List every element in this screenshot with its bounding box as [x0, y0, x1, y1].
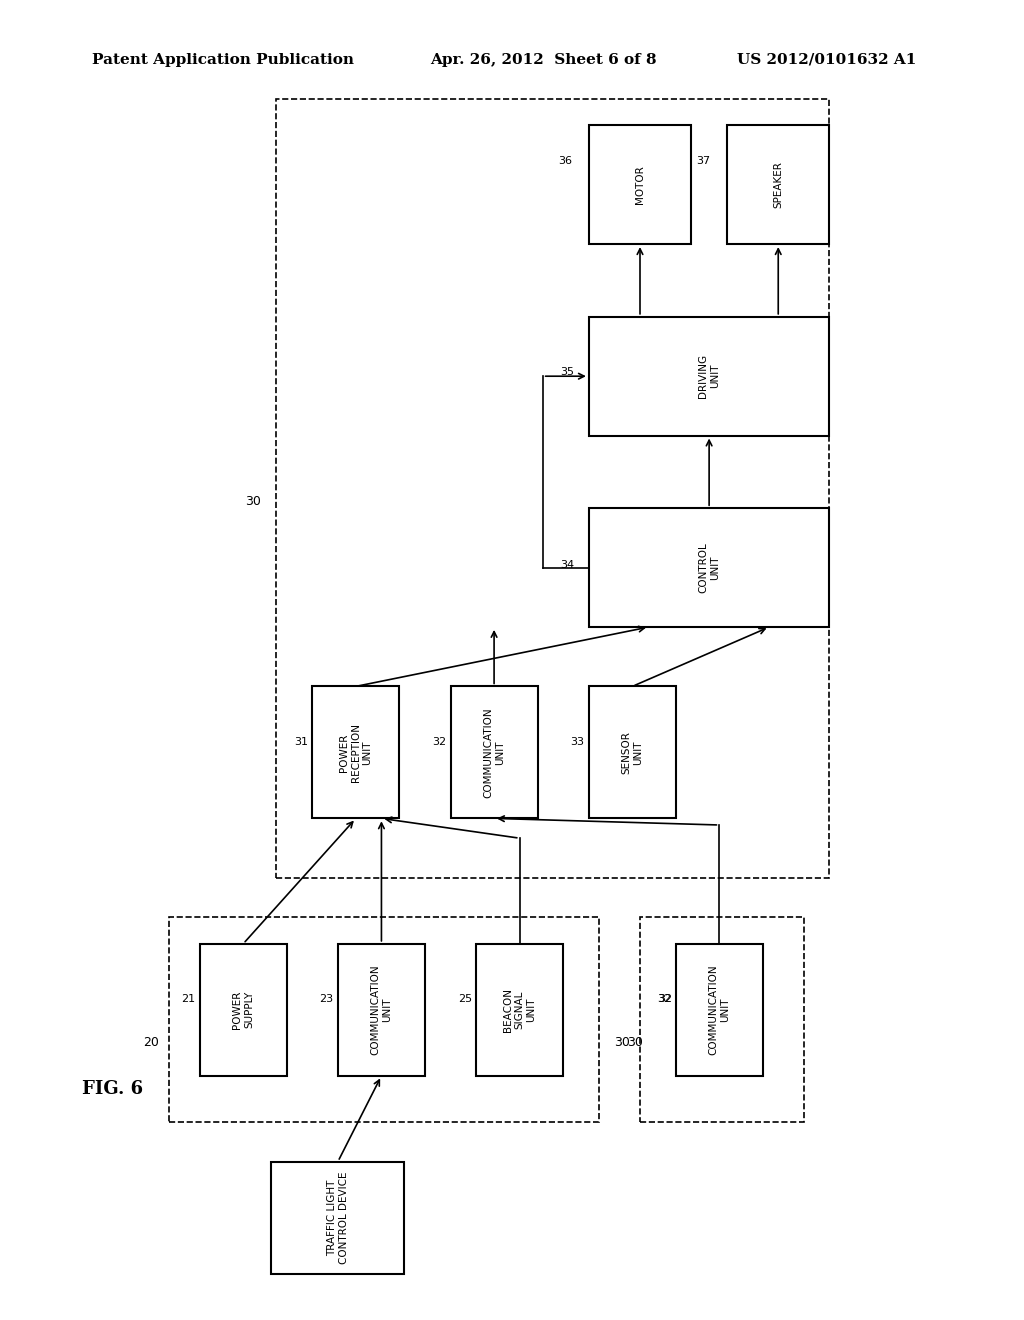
FancyBboxPatch shape — [338, 944, 425, 1076]
Text: 31: 31 — [294, 737, 308, 747]
FancyBboxPatch shape — [200, 944, 287, 1076]
Text: POWER
SUPPLY: POWER SUPPLY — [232, 990, 254, 1030]
Text: CONTROL
UNIT: CONTROL UNIT — [698, 543, 720, 593]
Text: Patent Application Publication: Patent Application Publication — [92, 53, 354, 67]
FancyBboxPatch shape — [676, 944, 763, 1076]
Text: 36: 36 — [558, 156, 572, 166]
Text: TRAFFIC LIGHT
CONTROL DEVICE: TRAFFIC LIGHT CONTROL DEVICE — [327, 1171, 349, 1265]
Text: 25: 25 — [458, 994, 472, 1005]
Text: SENSOR
UNIT: SENSOR UNIT — [622, 731, 643, 774]
Text: 35: 35 — [560, 367, 574, 378]
FancyBboxPatch shape — [271, 1162, 404, 1274]
Text: 32: 32 — [657, 994, 672, 1005]
Text: 32: 32 — [432, 737, 446, 747]
Text: 37: 37 — [696, 156, 711, 166]
Text: 33: 33 — [570, 737, 585, 747]
Text: 23: 23 — [319, 994, 334, 1005]
Text: 30: 30 — [613, 1036, 630, 1049]
Text: 32: 32 — [658, 994, 673, 1005]
Text: MOTOR: MOTOR — [635, 165, 645, 205]
FancyBboxPatch shape — [589, 125, 691, 244]
FancyBboxPatch shape — [312, 686, 399, 818]
Text: POWER
RECEPTION
UNIT: POWER RECEPTION UNIT — [339, 723, 373, 781]
Text: BEACON
SIGNAL
UNIT: BEACON SIGNAL UNIT — [503, 987, 537, 1032]
Text: 30: 30 — [627, 1036, 643, 1049]
FancyBboxPatch shape — [727, 125, 829, 244]
FancyBboxPatch shape — [476, 944, 563, 1076]
Text: FIG. 6: FIG. 6 — [82, 1080, 143, 1098]
Text: DRIVING
UNIT: DRIVING UNIT — [698, 354, 720, 399]
Text: US 2012/0101632 A1: US 2012/0101632 A1 — [737, 53, 916, 67]
Text: SPEAKER: SPEAKER — [773, 161, 783, 209]
FancyBboxPatch shape — [589, 686, 676, 818]
Text: 21: 21 — [181, 994, 196, 1005]
FancyBboxPatch shape — [589, 508, 829, 627]
FancyBboxPatch shape — [451, 686, 538, 818]
FancyBboxPatch shape — [589, 317, 829, 436]
Text: 34: 34 — [560, 560, 574, 570]
Text: 30: 30 — [245, 495, 261, 508]
Text: COMMUNICATION
UNIT: COMMUNICATION UNIT — [709, 965, 730, 1055]
Text: COMMUNICATION
UNIT: COMMUNICATION UNIT — [483, 708, 505, 797]
Text: 20: 20 — [142, 1036, 159, 1049]
Text: COMMUNICATION
UNIT: COMMUNICATION UNIT — [371, 965, 392, 1055]
Text: Apr. 26, 2012  Sheet 6 of 8: Apr. 26, 2012 Sheet 6 of 8 — [430, 53, 656, 67]
